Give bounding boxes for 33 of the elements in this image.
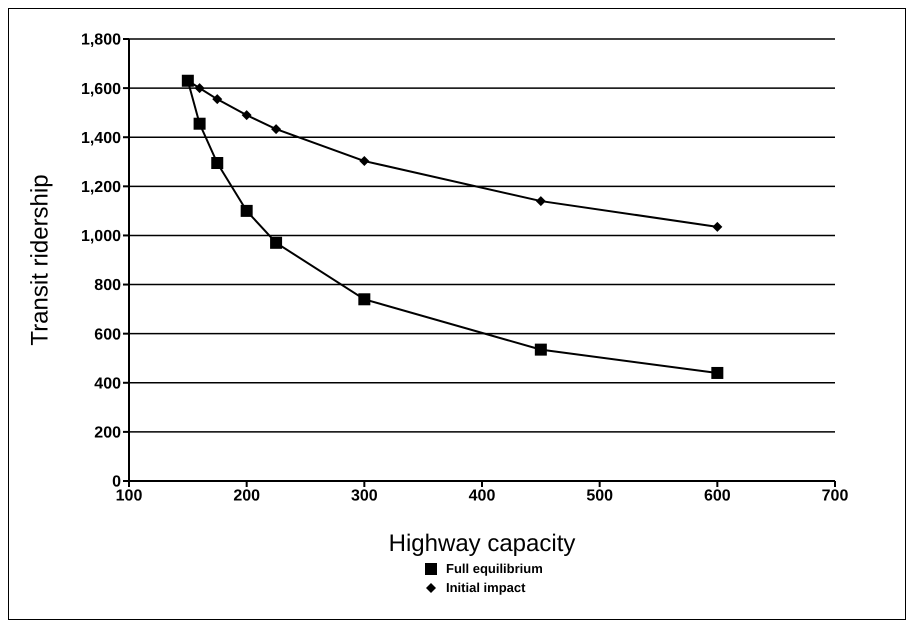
x-tick-label: 500	[586, 487, 614, 504]
y-tick-label: 600	[94, 326, 122, 344]
y-tick-label: 1,800	[80, 32, 122, 49]
y-tick-label: 1,000	[80, 228, 122, 246]
point	[242, 110, 252, 120]
point	[712, 222, 722, 232]
x-tick-label: 700	[822, 487, 848, 504]
y-axis-title: Transit ridership	[26, 174, 54, 346]
x-tick-label: 200	[233, 487, 260, 504]
point	[194, 118, 206, 130]
point	[359, 156, 370, 166]
legend-label: Initial impact	[446, 580, 526, 595]
x-tick-label: 600	[704, 487, 731, 504]
x-axis-title: Highway capacity	[388, 530, 576, 557]
y-tick-label: 1,200	[80, 179, 122, 196]
y-tick-label: 800	[94, 277, 122, 294]
point	[536, 196, 546, 206]
point	[194, 83, 205, 94]
point	[212, 94, 222, 104]
point	[240, 204, 253, 217]
x-tick-label: 300	[350, 487, 378, 504]
point	[211, 157, 224, 170]
legend-label: Full equilibrium	[446, 561, 543, 576]
point	[358, 293, 370, 306]
y-tick-label: 400	[94, 375, 122, 392]
y-tick-label: 1,400	[80, 130, 122, 147]
point	[271, 124, 282, 134]
y-tick-label: 1,600	[80, 80, 122, 98]
point	[534, 344, 547, 356]
point	[711, 366, 724, 379]
y-tick-label: 200	[94, 424, 122, 442]
x-tick-label: 400	[468, 487, 496, 504]
point	[270, 236, 282, 249]
